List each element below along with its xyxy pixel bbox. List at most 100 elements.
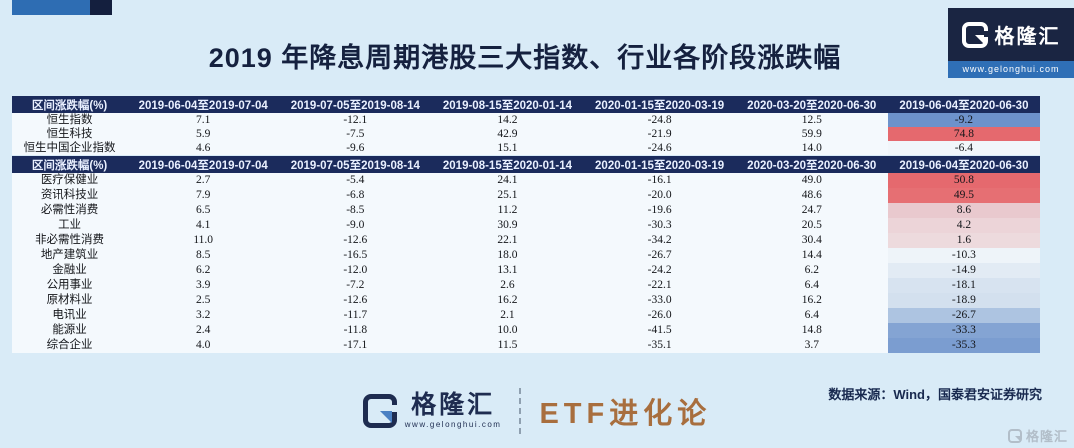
row-label: 综合企业 <box>46 339 93 351</box>
value-cell: -18.9 <box>887 293 1040 308</box>
value-cell: 14.0 <box>801 142 822 154</box>
value-cell: 15.1 <box>497 142 518 154</box>
value-cell: -34.2 <box>647 234 672 246</box>
value-cell: 2.5 <box>196 294 211 306</box>
value-cell: 13.1 <box>497 264 518 276</box>
value-cell: 30.4 <box>801 234 822 246</box>
value-cell: 10.0 <box>497 324 518 336</box>
gelonghui-g-icon <box>961 21 988 48</box>
footer-divider <box>519 388 522 434</box>
value-cell: 1.6 <box>887 233 1040 248</box>
value-cell: 11.5 <box>497 339 518 351</box>
brand-website: www.gelonghui.com <box>948 61 1074 78</box>
value-cell: -16.1 <box>647 174 672 186</box>
value-cell: -10.3 <box>887 248 1040 263</box>
value-cell: 11.0 <box>193 234 214 246</box>
value-cell: -21.9 <box>647 128 672 140</box>
corner-decoration <box>12 0 112 15</box>
value-cell: -8.5 <box>346 204 365 216</box>
value-cell: -30.3 <box>647 219 672 231</box>
value-cell: 4.1 <box>196 219 211 231</box>
period-column-header: 2019-08-15至2020-01-14 <box>431 96 584 113</box>
value-cell: 7.9 <box>196 189 211 201</box>
period-column-header: 2020-03-20至2020-06-30 <box>735 156 888 173</box>
value-cell: -6.8 <box>346 189 365 201</box>
table-row: 工业 4.1 -9.0 30.9 -30.3 20.5 4.2 <box>12 218 1040 233</box>
table-row: 恒生中国企业指数 4.6 -9.6 15.1 -24.6 14.0 -6.4 <box>12 141 1040 155</box>
watermark-text: 格隆汇 <box>1025 429 1068 444</box>
etf-account-name: ETF进化论 <box>539 398 712 430</box>
row-label: 恒生科技 <box>46 128 93 140</box>
value-cell: -35.1 <box>647 339 672 351</box>
row-label: 原材料业 <box>46 294 93 306</box>
value-cell: 18.0 <box>497 249 518 261</box>
value-cell: 6.2 <box>196 264 211 276</box>
value-cell: 30.9 <box>497 219 518 231</box>
value-cell: -35.3 <box>887 338 1040 353</box>
value-cell: 14.8 <box>801 324 822 336</box>
value-cell: 2.7 <box>196 174 211 186</box>
row-label: 地产建筑业 <box>40 249 99 261</box>
row-label-column-header: 区间涨跌幅(%) <box>12 156 128 173</box>
period-column-header: 2019-07-05至2019-08-14 <box>279 96 432 113</box>
value-cell: -7.2 <box>346 279 365 291</box>
row-label: 恒生指数 <box>46 114 93 126</box>
value-cell: -26.7 <box>647 249 672 261</box>
value-cell: -14.9 <box>887 263 1040 278</box>
value-cell: -12.1 <box>343 114 368 126</box>
table-row: 资讯科技业 7.9 -6.8 25.1 -20.0 48.6 49.5 <box>12 188 1040 203</box>
row-label: 电讯业 <box>52 309 87 321</box>
value-cell: -6.4 <box>887 141 1040 155</box>
value-cell: 2.1 <box>500 309 515 321</box>
value-cell: -18.1 <box>887 278 1040 293</box>
table-row: 电讯业 3.2 -11.7 2.1 -26.0 6.4 -26.7 <box>12 308 1040 323</box>
period-column-header: 2019-08-15至2020-01-14 <box>431 156 584 173</box>
value-cell: 16.2 <box>497 294 518 306</box>
value-cell: -12.0 <box>343 264 368 276</box>
value-cell: -24.2 <box>647 264 672 276</box>
value-cell: 16.2 <box>801 294 822 306</box>
period-column-header: 2020-01-15至2020-03-19 <box>583 156 736 173</box>
period-column-header: 2020-03-20至2020-06-30 <box>735 96 888 113</box>
value-cell: 50.8 <box>887 173 1040 188</box>
row-label: 恒生中国企业指数 <box>23 142 116 154</box>
table-row: 金融业 6.2 -12.0 13.1 -24.2 6.2 -14.9 <box>12 263 1040 278</box>
row-label: 能源业 <box>52 324 87 336</box>
value-cell: 49.0 <box>801 174 822 186</box>
value-cell: 4.0 <box>196 339 211 351</box>
value-cell: 2.6 <box>500 279 515 291</box>
value-cell: 59.9 <box>801 128 822 140</box>
value-cell: 24.1 <box>497 174 518 186</box>
value-cell: -24.6 <box>647 142 672 154</box>
period-column-header: 2019-06-04至2020-06-30 <box>887 156 1040 173</box>
value-cell: 3.2 <box>196 309 211 321</box>
value-cell: 6.5 <box>196 204 211 216</box>
row-label: 资讯科技业 <box>40 189 99 201</box>
value-cell: 25.1 <box>497 189 518 201</box>
table-row: 必需性消费 6.5 -8.5 11.2 -19.6 24.7 8.6 <box>12 203 1040 218</box>
period-column-header: 2019-06-04至2019-07-04 <box>127 156 280 173</box>
period-column-header: 2020-01-15至2020-03-19 <box>583 96 736 113</box>
value-cell: -24.8 <box>647 114 672 126</box>
value-cell: -5.4 <box>346 174 365 186</box>
value-cell: 48.6 <box>801 189 822 201</box>
data-source-note: 数据来源：Wind，国泰君安证券研究 <box>828 387 1042 402</box>
value-cell: 14.4 <box>801 249 822 261</box>
table-row: 综合企业 4.0 -17.1 11.5 -35.1 3.7 -35.3 <box>12 338 1040 353</box>
decoration-navy-square <box>90 0 112 15</box>
footer-brand-lockup: 格隆汇 www.gelonghui.com ETF进化论 <box>0 388 1074 434</box>
value-cell: -11.8 <box>343 324 368 336</box>
value-cell: 49.5 <box>887 188 1040 203</box>
table-row: 非必需性消费 11.0 -12.6 22.1 -34.2 30.4 1.6 <box>12 233 1040 248</box>
value-cell: -9.2 <box>887 113 1040 127</box>
footer-logo: 格隆汇 www.gelonghui.com <box>362 393 502 429</box>
value-cell: -9.0 <box>346 219 365 231</box>
row-label: 医疗保健业 <box>40 174 99 186</box>
period-column-header: 2019-06-04至2019-07-04 <box>127 96 280 113</box>
row-label: 非必需性消费 <box>35 234 105 246</box>
value-cell: 6.4 <box>804 279 819 291</box>
value-cell: -19.6 <box>647 204 672 216</box>
value-cell: -20.0 <box>647 189 672 201</box>
row-label: 金融业 <box>52 264 87 276</box>
value-cell: -12.6 <box>343 294 368 306</box>
